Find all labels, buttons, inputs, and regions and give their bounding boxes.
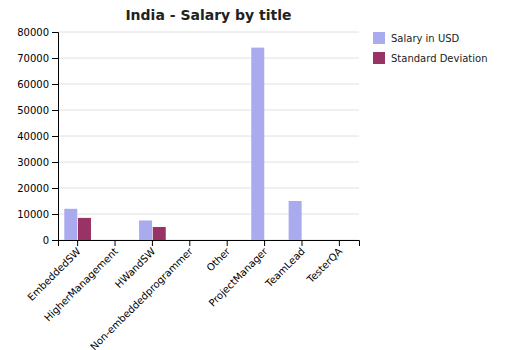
y-axis: 0 10000 20000 30000 40000 50000 60000 70000 8000…	[17, 27, 58, 246]
y-tick-mark	[52, 136, 58, 137]
y-tick-mark	[52, 84, 58, 85]
y-tick-label: 40000	[17, 131, 49, 142]
y-tick: 0	[43, 235, 58, 246]
x-axis-line	[59, 241, 360, 247]
y-tick-mark	[52, 32, 58, 33]
bar	[228, 240, 241, 241]
bars	[64, 48, 301, 240]
x-tick-label: HigherManagement	[42, 246, 120, 324]
bar	[289, 201, 302, 240]
x-axis: EmbeddedSWHigherManagementHWandSWNon-emb…	[25, 240, 359, 350]
bar	[139, 221, 152, 241]
y-tick: 30000	[17, 157, 58, 168]
x-tick-label: Non-embeddedprogrammer	[88, 245, 195, 350]
x-tick-mark	[152, 240, 153, 246]
x-tick: Non-embeddedprogrammer	[88, 240, 195, 350]
grid	[58, 32, 359, 240]
bar-series	[64, 48, 301, 240]
y-tick: 50000	[17, 105, 58, 116]
y-tick-label: 10000	[17, 209, 49, 220]
grid-line	[58, 84, 359, 85]
bar	[102, 240, 115, 241]
plot-area: 0 10000 20000 30000 40000 50000 60000 70000 8000…	[17, 27, 359, 350]
x-tick: ProjectManager	[207, 240, 271, 309]
x-tick: HigherManagement	[42, 240, 120, 324]
bar	[153, 227, 166, 240]
grid-line	[58, 136, 359, 137]
bar	[326, 240, 339, 241]
grid-line	[58, 110, 359, 111]
bar	[214, 240, 227, 241]
y-tick-mark	[52, 162, 58, 163]
grid-line	[58, 188, 359, 189]
y-tick-label: 20000	[17, 183, 49, 194]
chart-svg: 0 10000 20000 30000 40000 50000 60000 70000 8000…	[0, 0, 509, 350]
x-tick-label: ProjectManager	[207, 245, 271, 309]
y-tick: 10000	[17, 209, 58, 220]
bar	[251, 48, 264, 240]
x-tick-label: TesterQA	[304, 246, 344, 286]
legend-item: Standard Deviation	[373, 52, 488, 64]
y-tick-label: 30000	[17, 157, 49, 168]
bar	[302, 240, 315, 241]
y-tick-label: 60000	[17, 79, 49, 90]
grid-line	[58, 32, 359, 33]
grid-line	[58, 162, 359, 163]
y-tick: 40000	[17, 131, 58, 142]
y-tick: 70000	[17, 53, 58, 64]
y-tick-mark	[52, 58, 58, 59]
bar	[115, 240, 128, 241]
bar	[176, 240, 189, 241]
x-tick-mark	[339, 240, 340, 246]
y-tick-label: 80000	[17, 27, 49, 38]
x-tick: Other	[204, 240, 232, 274]
x-tick-mark	[189, 240, 190, 246]
y-axis-line	[52, 33, 59, 241]
y-tick-mark	[52, 240, 58, 241]
y-tick-label: 50000	[17, 105, 49, 116]
x-tick: TeamLead	[263, 240, 307, 290]
bar	[340, 240, 353, 241]
bar	[78, 218, 91, 240]
x-tick-mark	[227, 240, 228, 246]
y-tick-mark	[52, 188, 58, 189]
x-tick-mark	[301, 240, 302, 246]
legend-label: Salary in USD	[391, 33, 460, 44]
x-tick-mark	[264, 240, 265, 246]
grid-line	[58, 214, 359, 215]
legend-swatch	[373, 32, 385, 44]
x-tick: TesterQA	[304, 240, 344, 286]
bar-series	[78, 218, 166, 240]
bar	[265, 240, 278, 241]
y-tick-mark	[52, 214, 58, 215]
y-tick-mark	[52, 110, 58, 111]
y-tick-label: 70000	[17, 53, 49, 64]
y-tick: 20000	[17, 183, 58, 194]
legend: Salary in USD Standard Deviation	[373, 32, 488, 64]
x-tick-label: Other	[204, 245, 232, 273]
y-tick-label: 0	[43, 235, 49, 246]
legend-item: Salary in USD	[373, 32, 460, 44]
chart-container: 0 10000 20000 30000 40000 50000 60000 70000 8000…	[0, 0, 509, 350]
legend-swatch	[373, 52, 385, 64]
bar	[64, 209, 77, 240]
chart-title: India - Salary by title	[125, 7, 291, 23]
x-tick-mark	[115, 240, 116, 246]
x-tick-label: TeamLead	[263, 246, 307, 290]
x-tick-mark	[77, 240, 78, 246]
grid-line	[58, 58, 359, 59]
y-tick: 80000	[17, 27, 58, 38]
bar	[190, 240, 203, 241]
legend-label: Standard Deviation	[391, 53, 488, 64]
y-tick: 60000	[17, 79, 58, 90]
